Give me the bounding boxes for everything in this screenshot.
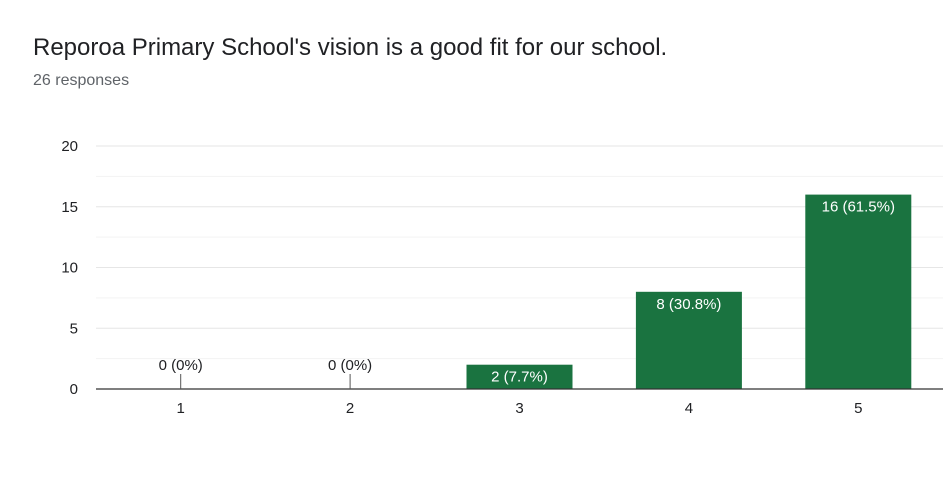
y-tick-label: 10 xyxy=(61,260,78,277)
bar[interactable] xyxy=(635,291,742,389)
y-tick-label: 5 xyxy=(70,320,78,337)
data-labels: 0 (0%) 0 (0%) 2 (7.7%) 8 (30.8%) 16 (61.5%) xyxy=(159,199,895,389)
data-label: 2 (7.7%) xyxy=(491,369,548,386)
y-tick-label: 15 xyxy=(61,199,78,216)
data-label: 16 (61.5%) xyxy=(822,199,895,216)
x-tick-label: 4 xyxy=(685,400,693,417)
x-tick-label: 1 xyxy=(177,400,185,417)
y-tick-label: 0 xyxy=(70,381,78,398)
data-label: 8 (30.8%) xyxy=(656,296,721,313)
y-tick-label: 20 xyxy=(61,138,78,155)
y-axis: 0 5 10 15 20 xyxy=(61,138,78,398)
bar[interactable] xyxy=(466,364,573,389)
data-label: 0 (0%) xyxy=(159,357,203,374)
chart-title: Reporoa Primary School's vision is a goo… xyxy=(33,34,668,61)
x-tick-label: 3 xyxy=(515,400,523,417)
x-tick-label: 2 xyxy=(346,400,354,417)
grid xyxy=(96,145,943,360)
bars xyxy=(466,194,912,389)
response-count: 26 responses xyxy=(33,72,130,89)
bar[interactable] xyxy=(805,194,912,389)
x-axis: 1 2 3 4 5 xyxy=(96,388,943,417)
data-label: 0 (0%) xyxy=(328,357,372,374)
x-tick-label: 5 xyxy=(854,400,862,417)
